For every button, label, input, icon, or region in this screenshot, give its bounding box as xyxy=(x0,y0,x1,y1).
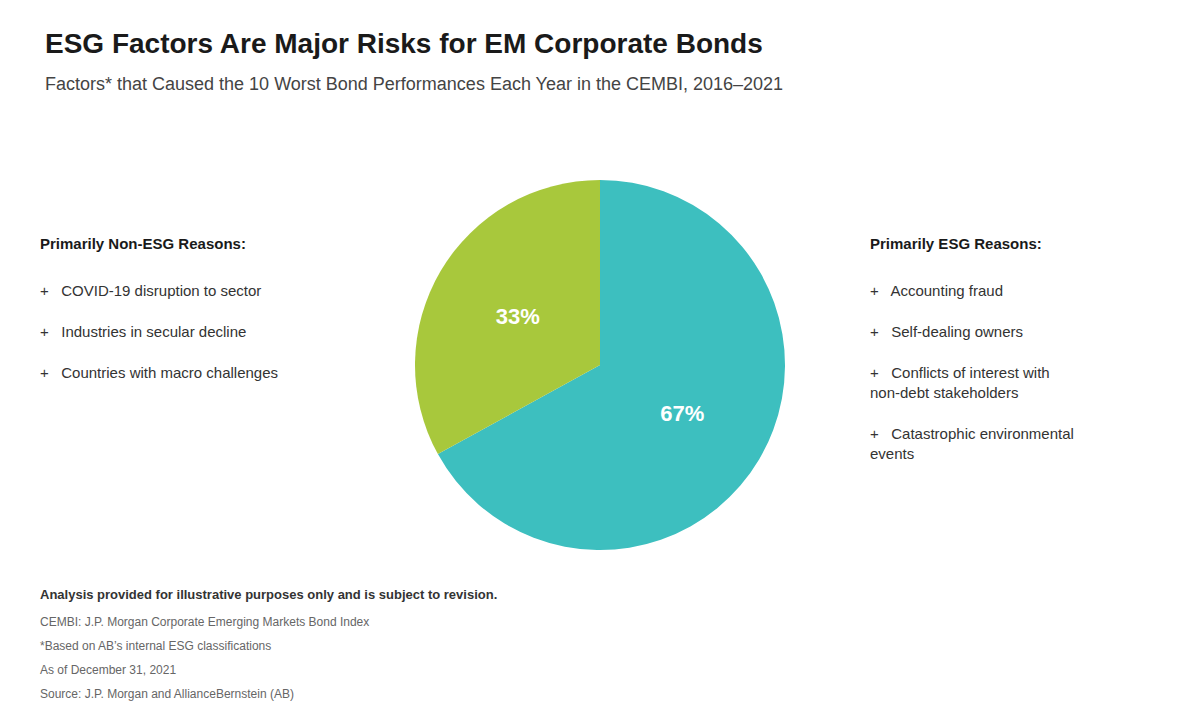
svg-text:+ Catastrophic environmental: + Catastrophic environmental xyxy=(870,425,1074,442)
svg-text:+ Industries in secular decl: + Industries in secular decline xyxy=(40,323,246,340)
svg-text:+ COVID-19 disruption to sec: + COVID-19 disruption to sector xyxy=(40,282,261,299)
svg-text:+ Accounting fraud: + Accounting fraud xyxy=(870,282,1003,299)
svg-text:Source: J.P. Morgan and Allian: Source: J.P. Morgan and AllianceBernstei… xyxy=(40,687,294,701)
svg-text:+ Countries with macro chall: + Countries with macro challenges xyxy=(40,364,278,381)
svg-text:+ Self-dealing owners: + Self-dealing owners xyxy=(870,323,1023,340)
svg-text:non-debt stakeholders: non-debt stakeholders xyxy=(870,384,1018,401)
svg-text:As of December 31, 2021: As of December 31, 2021 xyxy=(40,663,176,677)
svg-text:Analysis provided for illustra: Analysis provided for illustrative purpo… xyxy=(40,587,497,602)
svg-text:*Based on AB’s internal ESG cl: *Based on AB’s internal ESG classificati… xyxy=(40,639,271,653)
svg-text:Primarily Non-ESG Reasons:: Primarily Non-ESG Reasons: xyxy=(40,235,246,252)
svg-text:67%: 67% xyxy=(660,401,704,426)
svg-text:Primarily ESG Reasons:: Primarily ESG Reasons: xyxy=(870,235,1042,252)
svg-text:Factors* that Caused the 10 Wo: Factors* that Caused the 10 Worst Bond P… xyxy=(45,74,783,94)
svg-text:events: events xyxy=(870,445,914,462)
svg-text:+ Conflicts of interest with: + Conflicts of interest with xyxy=(870,364,1050,381)
svg-text:33%: 33% xyxy=(496,304,540,329)
svg-text:CEMBI: J.P. Morgan Corporate E: CEMBI: J.P. Morgan Corporate Emerging Ma… xyxy=(40,615,369,629)
svg-text:ESG Factors Are Major Risks fo: ESG Factors Are Major Risks for EM Corpo… xyxy=(45,28,763,59)
